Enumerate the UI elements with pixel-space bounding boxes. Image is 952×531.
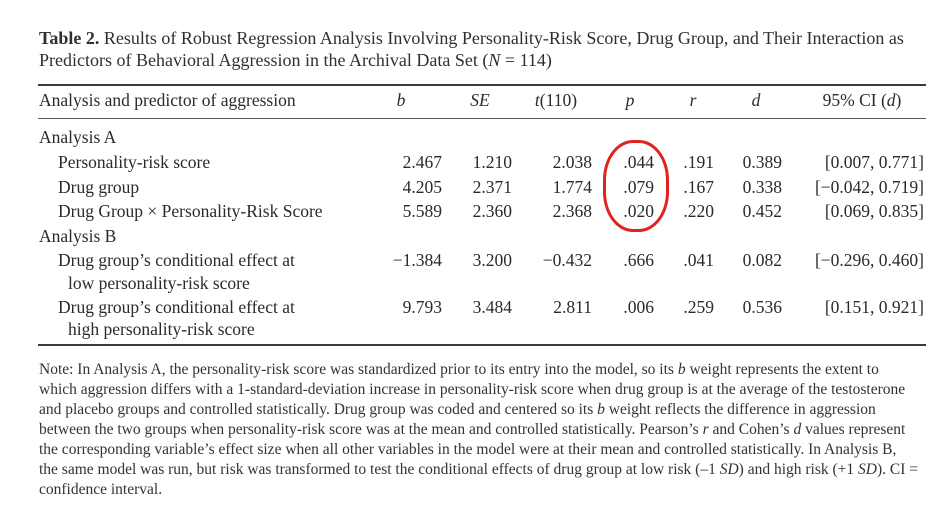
cell-t: 2.038 — [552, 152, 592, 172]
cell-se: 3.200 — [472, 250, 512, 270]
cell-se: 2.360 — [472, 201, 512, 221]
cell-r: .041 — [683, 250, 714, 270]
section-label-analysis-a: Analysis A — [39, 127, 117, 147]
cell-t: 2.368 — [552, 201, 592, 221]
header-p: p — [625, 90, 635, 110]
cell-t: 2.811 — [553, 297, 592, 317]
note-r-symbol: r — [702, 421, 709, 438]
row-predictor: Drug Group × Personality-Risk Score — [58, 201, 323, 221]
cell-d: 0.082 — [742, 250, 782, 270]
cell-t: −0.432 — [542, 250, 592, 270]
cell-p: .006 — [623, 297, 654, 317]
cell-p: .079 — [623, 177, 654, 197]
table-label: Table 2. — [39, 28, 100, 48]
cell-r: .220 — [683, 201, 714, 221]
table-note: Note: In Analysis A, the personality-ris… — [39, 360, 919, 500]
cell-d: 0.338 — [742, 177, 782, 197]
cell-b: 5.589 — [402, 201, 442, 221]
header-ci-d: d — [886, 90, 896, 110]
header-t-df: (110) — [539, 90, 578, 110]
header-t: t(110) — [520, 89, 592, 111]
note-text: and Cohen’s — [708, 421, 794, 438]
cell-ci: [0.007, 0.771] — [824, 152, 924, 172]
header-d: d — [751, 90, 761, 110]
header-r: r — [689, 90, 697, 110]
cell-r: .259 — [683, 297, 714, 317]
header-se: SE — [470, 90, 490, 110]
row-predictor-line2: low personality-risk score — [68, 273, 250, 293]
note-d-symbol: d — [793, 421, 802, 438]
row-predictor: Drug group — [58, 177, 140, 197]
header-rule — [38, 118, 926, 119]
cell-t: 1.774 — [552, 177, 592, 197]
cell-b: 9.793 — [402, 297, 442, 317]
note-text: Note: In Analysis A, the personality-ris… — [39, 361, 678, 378]
cell-p: .666 — [623, 250, 654, 270]
cell-b: −1.384 — [392, 250, 442, 270]
section-label-analysis-b: Analysis B — [39, 226, 117, 246]
note-sd-symbol: SD — [719, 461, 739, 478]
cell-ci: [0.069, 0.835] — [824, 201, 924, 221]
cell-se: 2.371 — [472, 177, 512, 197]
note-text: ) and high risk (+1 — [738, 461, 859, 478]
note-text: weight reflects the difference in aggres… — [39, 401, 876, 438]
caption-n-value: = 114) — [500, 50, 552, 70]
cell-ci: [0.151, 0.921] — [824, 297, 924, 317]
note-b-symbol: b — [597, 401, 605, 418]
header-ci-prefix: 95% CI ( — [822, 90, 887, 110]
note-text: values represent the corresponding varia… — [39, 421, 906, 478]
note-text: weight represents the extent to which ag… — [39, 361, 906, 418]
table-caption: Table 2. Results of Robust Regression An… — [39, 27, 919, 71]
header-t-symbol: t — [534, 90, 540, 110]
header-ci-suffix: ) — [895, 90, 902, 110]
cell-b: 4.205 — [402, 177, 442, 197]
row-predictor: Personality-risk score — [58, 152, 211, 172]
note-text: ). CI = confidence interval. — [39, 461, 919, 498]
red-annotation-circle — [603, 140, 669, 232]
cell-ci: [−0.296, 0.460] — [814, 250, 924, 270]
cell-r: .191 — [683, 152, 714, 172]
cell-ci: [−0.042, 0.719] — [814, 177, 924, 197]
note-sd-symbol: SD — [858, 461, 877, 478]
caption-text: Results of Robust Regression Analysis In… — [39, 28, 904, 70]
table-top-rule — [38, 84, 926, 86]
header-b: b — [396, 90, 406, 110]
header-ci: 95% CI (d) — [800, 89, 924, 111]
cell-se: 3.484 — [472, 297, 512, 317]
row-predictor-line1: Drug group’s conditional effect at — [58, 250, 295, 270]
table-bottom-rule — [38, 344, 926, 346]
row-predictor-line1: Drug group’s conditional effect at — [58, 297, 295, 317]
cell-r: .167 — [683, 177, 714, 197]
header-predictor: Analysis and predictor of aggression — [39, 90, 296, 110]
cell-se: 1.210 — [472, 152, 512, 172]
cell-b: 2.467 — [402, 152, 442, 172]
note-b-symbol: b — [677, 361, 686, 378]
cell-d: 0.452 — [742, 201, 782, 221]
row-predictor-line2: high personality-risk score — [68, 319, 255, 339]
cell-d: 0.536 — [742, 297, 782, 317]
caption-n-symbol: N — [488, 50, 501, 70]
cell-d: 0.389 — [742, 152, 782, 172]
